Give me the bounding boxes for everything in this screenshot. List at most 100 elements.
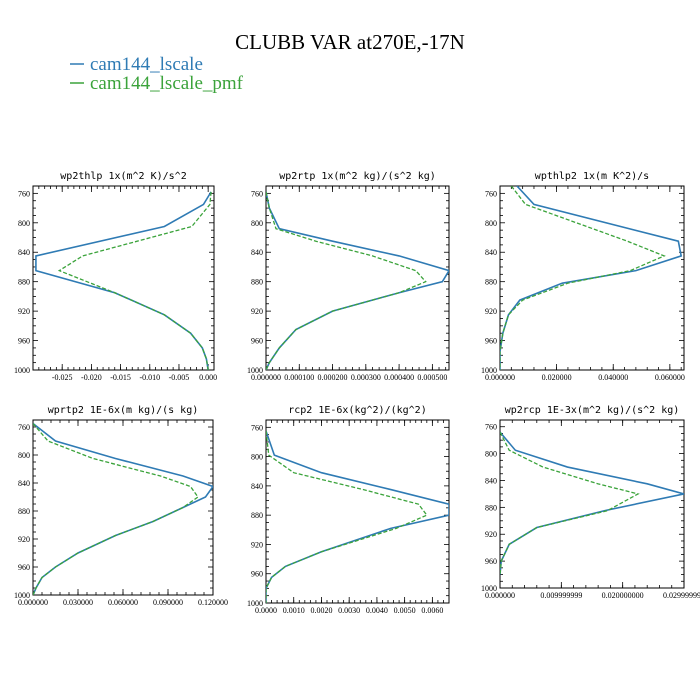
legend-entry-1: cam144_lscale	[70, 54, 203, 75]
x-tick-label: 0.020000000	[602, 591, 644, 600]
x-tick-label: 0.0010	[283, 606, 305, 615]
x-tick-label: 0.040000	[598, 373, 628, 382]
figure-title: CLUBB VAR at270E,-17N	[235, 30, 465, 54]
y-tick-label: 760	[18, 423, 30, 432]
x-tick-label: 0.000	[199, 373, 217, 382]
y-tick-label: 800	[251, 453, 263, 462]
y-tick-label: 1000	[481, 584, 497, 593]
x-tick-label: 0.000000	[485, 591, 515, 600]
x-tick-label: 0.029999999	[663, 591, 700, 600]
x-tick-label: 0.090000	[153, 598, 183, 607]
panel-title: rcp2 1E-6x(kg^2)/(kg^2)	[288, 405, 426, 416]
y-tick-label: 800	[251, 219, 263, 228]
y-tick-label: 960	[18, 337, 30, 346]
y-tick-label: 880	[18, 507, 30, 516]
panel-title: wp2rcp 1E-3x(m^2 kg)/(s^2 kg)	[505, 405, 680, 416]
x-tick-label: 0.000400	[384, 373, 414, 382]
legend-label-2: cam144_lscale_pmf	[90, 73, 244, 94]
y-tick-label: 960	[18, 563, 30, 572]
y-tick-label: 800	[18, 219, 30, 228]
y-tick-label: 840	[485, 248, 497, 257]
x-tick-label: -0.020	[81, 373, 102, 382]
legend-label-1: cam144_lscale	[90, 54, 203, 75]
x-tick-label: 0.000300	[351, 373, 381, 382]
plot-frame	[265, 419, 450, 604]
panel-2: wp2rtp 1x(m^2 kg)/(s^2 kg) 760 800 840 880 92…	[247, 171, 450, 382]
series-line-2	[500, 431, 640, 575]
x-tick-label: 0.000000	[251, 373, 281, 382]
y-tick-label: 840	[18, 248, 30, 257]
panel-1: wp2thlp 1x(m^2 K)/s^2 760 800 840 880 920 960 1…	[14, 171, 217, 382]
legend: cam144_lscale cam144_lscale_pmf	[70, 54, 244, 94]
y-tick-label: 1000	[14, 366, 30, 375]
plot-frame	[265, 185, 450, 371]
panel-5: rcp2 1E-6x(kg^2)/(kg^2) 760 800 840 880 920 96…	[247, 405, 450, 615]
x-tick-label: 0.060000	[655, 373, 685, 382]
y-tick-label: 920	[251, 307, 263, 316]
x-tick-label: 0.0050	[394, 606, 416, 615]
x-tick-label: -0.010	[139, 373, 160, 382]
plot-frame	[32, 185, 215, 371]
series-line-2	[33, 423, 199, 595]
panel-4: wprtp2 1E-6x(m kg)/(s kg) 760 800 840 880 920…	[14, 405, 228, 607]
plot-frame	[499, 185, 685, 371]
x-tick-label: -0.025	[52, 373, 73, 382]
x-tick-label: 0.009999999	[540, 591, 582, 600]
series-line-2	[266, 430, 428, 603]
y-tick-label: 960	[251, 570, 263, 579]
x-tick-label: 0.0000	[255, 606, 277, 615]
y-tick-label: 760	[485, 189, 497, 198]
y-tick-label: 760	[251, 423, 263, 432]
y-tick-label: 920	[18, 307, 30, 316]
y-tick-label: 1000	[481, 366, 497, 375]
x-tick-label: 0.000000	[485, 373, 515, 382]
panel-title: wprtp2 1E-6x(m kg)/(s kg)	[48, 405, 199, 416]
y-tick-label: 960	[485, 337, 497, 346]
y-tick-label: 880	[251, 511, 263, 520]
x-tick-label: 0.0030	[338, 606, 360, 615]
y-tick-label: 1000	[247, 366, 263, 375]
panel-title: wp2rtp 1x(m^2 kg)/(s^2 kg)	[279, 171, 436, 182]
x-tick-label: 0.000200	[318, 373, 348, 382]
y-tick-label: 840	[251, 482, 263, 491]
x-tick-label: 0.000000	[18, 598, 48, 607]
x-tick-label: -0.015	[110, 373, 131, 382]
x-tick-label: 0.0060	[421, 606, 443, 615]
series-line-2	[266, 191, 427, 370]
x-tick-label: 0.000500	[417, 373, 447, 382]
x-tick-label: 0.0020	[310, 606, 332, 615]
panel-3: wpthlp2 1x(m K^2)/s 760 800 840 880 920 960 100…	[481, 171, 685, 382]
series-line-1	[33, 422, 213, 595]
panels: wp2thlp 1x(m^2 K)/s^2 760 800 840 880 920 960 1…	[14, 171, 700, 615]
panel-title: wpthlp2 1x(m K^2)/s	[535, 171, 649, 182]
y-tick-label: 960	[485, 557, 497, 566]
x-tick-label: -0.005	[169, 373, 190, 382]
series-line-1	[266, 430, 449, 603]
y-tick-label: 840	[251, 248, 263, 257]
panel-6: wp2rcp 1E-3x(m^2 kg)/(s^2 kg) 760 800 840 88…	[481, 405, 700, 600]
series-line-1	[266, 191, 449, 370]
series-line-1	[500, 431, 684, 575]
y-tick-label: 920	[485, 307, 497, 316]
y-tick-label: 920	[18, 535, 30, 544]
legend-entry-2: cam144_lscale_pmf	[70, 73, 244, 94]
y-tick-label: 880	[18, 278, 30, 287]
panel-title: wp2thlp 1x(m^2 K)/s^2	[60, 171, 186, 182]
series-line-2	[57, 191, 212, 370]
x-tick-label: 0.030000	[63, 598, 93, 607]
series-line-1	[500, 186, 683, 370]
y-tick-label: 800	[485, 450, 497, 459]
y-tick-label: 880	[251, 278, 263, 287]
x-tick-label: 0.020000	[542, 373, 572, 382]
y-tick-label: 920	[251, 540, 263, 549]
x-tick-label: 0.0040	[366, 606, 388, 615]
plot-frame	[499, 419, 685, 589]
series-line-1	[35, 191, 212, 370]
y-tick-label: 1000	[247, 599, 263, 608]
y-tick-label: 880	[485, 503, 497, 512]
y-tick-label: 760	[485, 423, 497, 432]
x-tick-label: 0.120000	[198, 598, 228, 607]
y-tick-label: 920	[485, 530, 497, 539]
y-tick-label: 960	[251, 337, 263, 346]
